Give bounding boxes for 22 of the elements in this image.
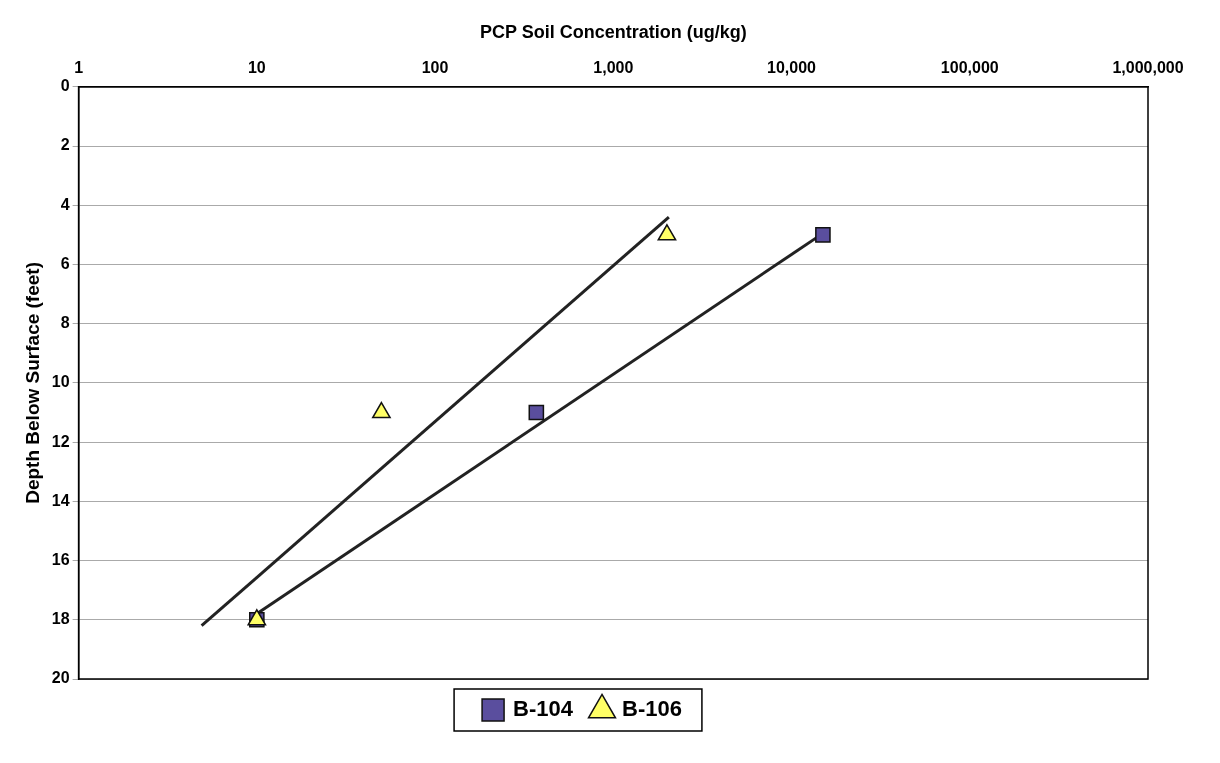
- x-tick-label: 1,000,000: [1112, 58, 1184, 76]
- y-tick-label: 10: [51, 373, 70, 391]
- y-tick-label: 6: [60, 254, 70, 272]
- legend-label: B-104: [513, 696, 574, 722]
- y-tick-label: 0: [60, 77, 70, 95]
- x-tick-label: 1,000: [593, 58, 634, 76]
- x-tick-label: 100,000: [940, 58, 999, 76]
- y-tick-label: 8: [60, 314, 70, 332]
- x-tick-label: 100: [421, 58, 449, 76]
- y-tick-label: 4: [60, 195, 70, 213]
- y-tick-label: 20: [51, 669, 70, 687]
- y-tick-label: 16: [51, 550, 70, 568]
- y-tick-label: 18: [51, 610, 70, 628]
- x-tick-label: 10: [247, 58, 266, 76]
- x-axis-title: PCP Soil Concentration (ug/kg): [479, 21, 747, 42]
- x-tick-label: 1: [74, 58, 84, 76]
- y-tick-label: 2: [60, 136, 70, 154]
- y-tick-label: 14: [51, 491, 70, 509]
- x-tick-label: 10,000: [767, 58, 817, 76]
- legend-label: B-106: [622, 696, 682, 722]
- y-axis-title: Depth Below Surface (feet): [21, 262, 43, 504]
- y-tick-label: 12: [51, 432, 70, 450]
